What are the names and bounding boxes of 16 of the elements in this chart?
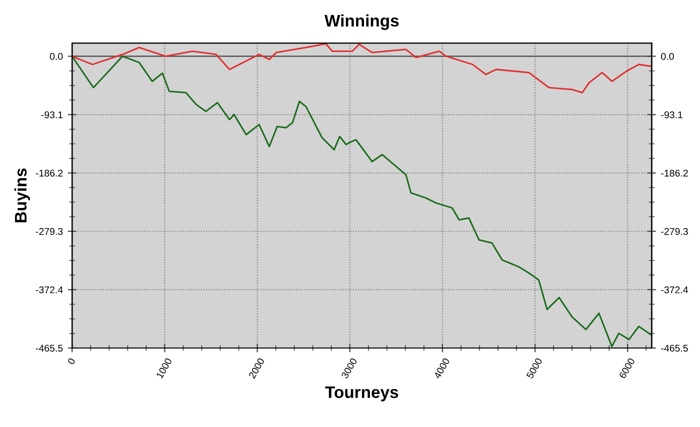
y-tick-label: -279.3 bbox=[36, 228, 63, 235]
x-axis-title: Tourneys bbox=[325, 386, 398, 402]
chart-title: Winnings bbox=[324, 14, 399, 30]
y-axis-title: Buyins bbox=[14, 168, 30, 222]
y-tick-label: 0.0 bbox=[50, 53, 63, 60]
y-tick-label: -372.4 bbox=[36, 286, 63, 294]
x-tick-label: 0 bbox=[67, 357, 76, 365]
y-tick-label: -93.1 bbox=[41, 111, 63, 118]
y2-tick-label: -465.5 bbox=[661, 344, 688, 352]
y2-tick-label: 0.0 bbox=[661, 53, 674, 60]
y2-tick-label: -372.4 bbox=[661, 286, 688, 294]
y2-tick-label: -93.1 bbox=[661, 111, 682, 118]
y-tick-label: -186.2 bbox=[36, 170, 63, 177]
y2-tick-label: -186.2 bbox=[661, 170, 688, 177]
y2-tick-label: -279.3 bbox=[661, 228, 688, 235]
y-tick-label: -465.5 bbox=[36, 344, 63, 352]
